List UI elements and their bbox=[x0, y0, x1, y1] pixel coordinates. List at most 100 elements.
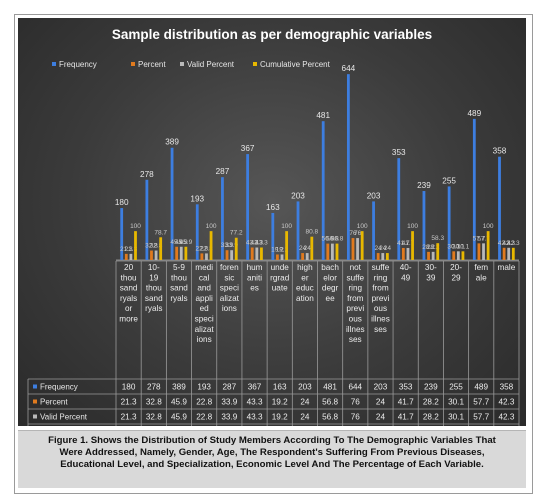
table-cell-2-10: 24 bbox=[376, 413, 386, 422]
bar-0-0 bbox=[120, 208, 124, 260]
category-label-7-3: ation bbox=[296, 294, 314, 303]
bar-3-11 bbox=[411, 231, 414, 260]
category-label-9-6: illnes bbox=[346, 325, 365, 334]
category-label-3-4: ed bbox=[200, 304, 210, 313]
bar-2-1 bbox=[154, 250, 158, 260]
bar-2-9 bbox=[356, 238, 359, 260]
bar-0-13 bbox=[447, 186, 451, 260]
data-label-3-2: 45.9 bbox=[180, 239, 193, 246]
bar-1-7 bbox=[301, 253, 305, 260]
data-label-0-9: 644 bbox=[342, 64, 356, 73]
table-cell-1-4: 33.9 bbox=[221, 398, 237, 407]
bar-1-14 bbox=[477, 243, 481, 260]
category-label-2-2: sand bbox=[170, 284, 188, 293]
data-label-3-3: 100 bbox=[206, 223, 217, 230]
category-label-1-4: ryals bbox=[145, 304, 162, 313]
data-label-3-8: 56.8 bbox=[331, 236, 344, 243]
data-label-2-1: 32.8 bbox=[150, 243, 163, 250]
bar-0-2 bbox=[170, 147, 174, 260]
bar-0-9 bbox=[346, 74, 350, 260]
table-cell-1-0: 21.3 bbox=[121, 398, 137, 407]
chart-title: Sample distribution as per demographic v… bbox=[112, 27, 432, 42]
bar-1-9 bbox=[351, 238, 355, 260]
table-cell-0-1: 278 bbox=[147, 383, 161, 392]
table-cell-2-2: 45.9 bbox=[171, 413, 187, 422]
category-label-8-0: bach bbox=[321, 263, 339, 272]
category-label-6-1: rgrad bbox=[270, 273, 290, 282]
bar-3-14 bbox=[486, 231, 490, 260]
category-label-5-0: hum bbox=[247, 263, 263, 272]
bar-0-14 bbox=[472, 118, 476, 260]
table-cell-0-11: 353 bbox=[399, 383, 413, 392]
legend-swatch-0 bbox=[52, 62, 56, 66]
bar-0-11 bbox=[397, 158, 401, 260]
table-cell-0-12: 239 bbox=[424, 383, 438, 392]
data-label-1-6: 19.2 bbox=[271, 246, 284, 253]
data-label-0-2: 389 bbox=[165, 138, 179, 147]
category-label-8-1: elor bbox=[323, 273, 337, 282]
data-label-0-14: 489 bbox=[467, 109, 481, 118]
bar-0-6 bbox=[271, 212, 275, 260]
table-cell-1-1: 32.8 bbox=[146, 398, 162, 407]
bar-3-10 bbox=[385, 253, 389, 260]
category-label-4-3: alizat bbox=[220, 294, 240, 303]
data-label-2-8: 56.8 bbox=[326, 236, 339, 243]
legend-swatch-2 bbox=[180, 62, 184, 66]
category-label-0-0: 20 bbox=[124, 263, 134, 272]
bar-1-1 bbox=[150, 250, 153, 260]
table-cell-1-14: 57.7 bbox=[473, 398, 489, 407]
bar-1-12 bbox=[427, 251, 430, 260]
bar-3-0 bbox=[134, 231, 137, 260]
category-label-0-4: or bbox=[125, 304, 133, 313]
data-label-1-5: 43.3 bbox=[246, 240, 259, 247]
data-label-1-15: 42.3 bbox=[498, 240, 511, 247]
category-label-1-3: sand bbox=[145, 294, 163, 303]
data-label-2-5: 43.3 bbox=[251, 240, 264, 247]
data-label-0-12: 239 bbox=[417, 181, 431, 190]
table-cell-0-3: 193 bbox=[197, 383, 211, 392]
category-label-8-3: ee bbox=[326, 294, 336, 303]
category-label-15-0: male bbox=[498, 263, 516, 272]
category-label-4-1: sic bbox=[224, 273, 234, 282]
data-label-0-3: 193 bbox=[190, 194, 204, 203]
bar-3-7 bbox=[310, 236, 314, 260]
bar-1-5 bbox=[250, 247, 254, 260]
bar-0-8 bbox=[321, 121, 325, 260]
category-label-7-2: educ bbox=[296, 284, 314, 293]
data-label-2-12: 28.2 bbox=[427, 244, 440, 251]
data-label-2-7: 24 bbox=[304, 245, 312, 252]
table-cell-0-9: 644 bbox=[348, 383, 362, 392]
data-label-2-10: 24 bbox=[379, 245, 387, 252]
table-cell-1-2: 45.9 bbox=[171, 398, 187, 407]
category-label-6-2: uate bbox=[272, 284, 288, 293]
data-label-1-3: 22.8 bbox=[196, 245, 209, 252]
table-cell-0-15: 358 bbox=[500, 383, 514, 392]
bar-2-3 bbox=[205, 253, 208, 260]
table-row-label-1: Percent bbox=[40, 398, 68, 407]
data-label-2-0: 21.3 bbox=[125, 246, 138, 253]
category-label-2-0: 5-9 bbox=[173, 263, 185, 272]
data-label-3-10: 24 bbox=[384, 245, 392, 252]
data-label-2-4: 33.9 bbox=[225, 242, 238, 249]
category-label-12-0: 30- bbox=[425, 263, 437, 272]
legend-label-1: Percent bbox=[138, 60, 166, 69]
bar-1-6 bbox=[276, 254, 279, 260]
bar-2-13 bbox=[456, 251, 460, 260]
data-label-3-12: 58.3 bbox=[431, 235, 444, 242]
bar-3-1 bbox=[159, 237, 163, 260]
table-cell-2-1: 32.8 bbox=[146, 413, 162, 422]
table-cell-0-14: 489 bbox=[474, 383, 488, 392]
bar-0-4 bbox=[221, 177, 224, 260]
legend-swatch-3 bbox=[253, 62, 257, 66]
table-row-swatch-0 bbox=[33, 384, 37, 389]
category-label-13-1: 29 bbox=[451, 273, 461, 282]
bar-1-11 bbox=[401, 247, 405, 260]
category-label-2-3: ryals bbox=[170, 294, 187, 303]
category-label-9-4: previ bbox=[346, 304, 364, 313]
category-label-9-0: not bbox=[350, 263, 362, 272]
category-label-0-1: thou bbox=[121, 273, 137, 282]
category-label-10-4: ous bbox=[374, 304, 387, 313]
bar-2-10 bbox=[381, 253, 385, 260]
data-label-3-9: 100 bbox=[357, 223, 368, 230]
category-label-0-3: ryals bbox=[120, 294, 137, 303]
